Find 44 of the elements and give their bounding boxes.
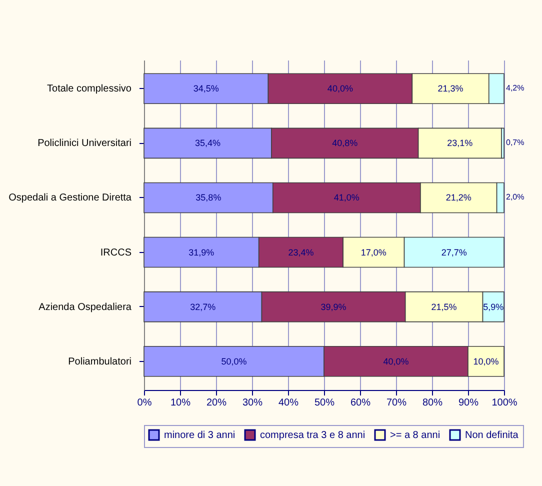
x-tick-label: 50% — [314, 398, 335, 408]
data-label: 2,0% — [506, 192, 524, 202]
data-label: 4,2% — [506, 84, 524, 93]
data-label: 5,9% — [483, 302, 504, 312]
data-label: 0,7% — [506, 138, 524, 148]
data-label: 17,0% — [360, 247, 386, 258]
data-label: 50,0% — [221, 356, 247, 366]
data-label: 21,3% — [438, 84, 464, 94]
y-tick-label: Ospedali a Gestione Diretta — [8, 192, 132, 204]
x-tick-label: 60% — [350, 398, 371, 408]
y-tick-label: Totale complessivo — [47, 84, 132, 95]
y-tick-label: Azienda Ospedaliera — [38, 302, 132, 313]
x-tick-label: 80% — [422, 398, 443, 408]
x-tick-label: 100% — [492, 398, 518, 408]
y-tick-label: Policlinici Universitari — [38, 138, 132, 150]
legend-label: minore di 3 anni — [164, 430, 236, 441]
x-tick-label: 0% — [137, 398, 152, 408]
data-label: 23,4% — [288, 247, 314, 258]
legend-label: Non definita — [465, 430, 519, 441]
data-label: 21,5% — [431, 302, 457, 312]
y-tick-label: Poliambulatori — [68, 356, 132, 368]
data-label: 21,2% — [446, 192, 472, 203]
x-tick-label: 20% — [206, 398, 227, 408]
data-label: 31,9% — [188, 247, 214, 258]
legend-label: compresa tra 3 e 8 anni — [260, 430, 366, 441]
data-label: 40,0% — [383, 356, 409, 366]
x-tick-label: 70% — [386, 398, 407, 408]
x-tick-label: 10% — [170, 398, 191, 408]
y-tick-label: IRCCS — [100, 247, 132, 258]
data-label: 40,0% — [327, 84, 353, 94]
data-label: 41,0% — [334, 192, 360, 203]
legend-label: >= a 8 anni — [390, 430, 440, 441]
data-label: 34,5% — [193, 84, 219, 94]
x-tick-label: 90% — [458, 398, 479, 408]
data-label: 35,8% — [196, 192, 222, 203]
data-label: 23,1% — [447, 138, 473, 148]
data-label: 27,7% — [441, 247, 467, 258]
x-tick-label: 40% — [278, 398, 299, 408]
data-label: 39,9% — [320, 302, 346, 312]
data-label: 35,4% — [194, 138, 220, 148]
data-label: 32,7% — [190, 302, 216, 312]
x-tick-label: 30% — [242, 398, 263, 408]
data-label: 10,0% — [473, 356, 499, 366]
data-label: 40,8% — [332, 138, 358, 148]
